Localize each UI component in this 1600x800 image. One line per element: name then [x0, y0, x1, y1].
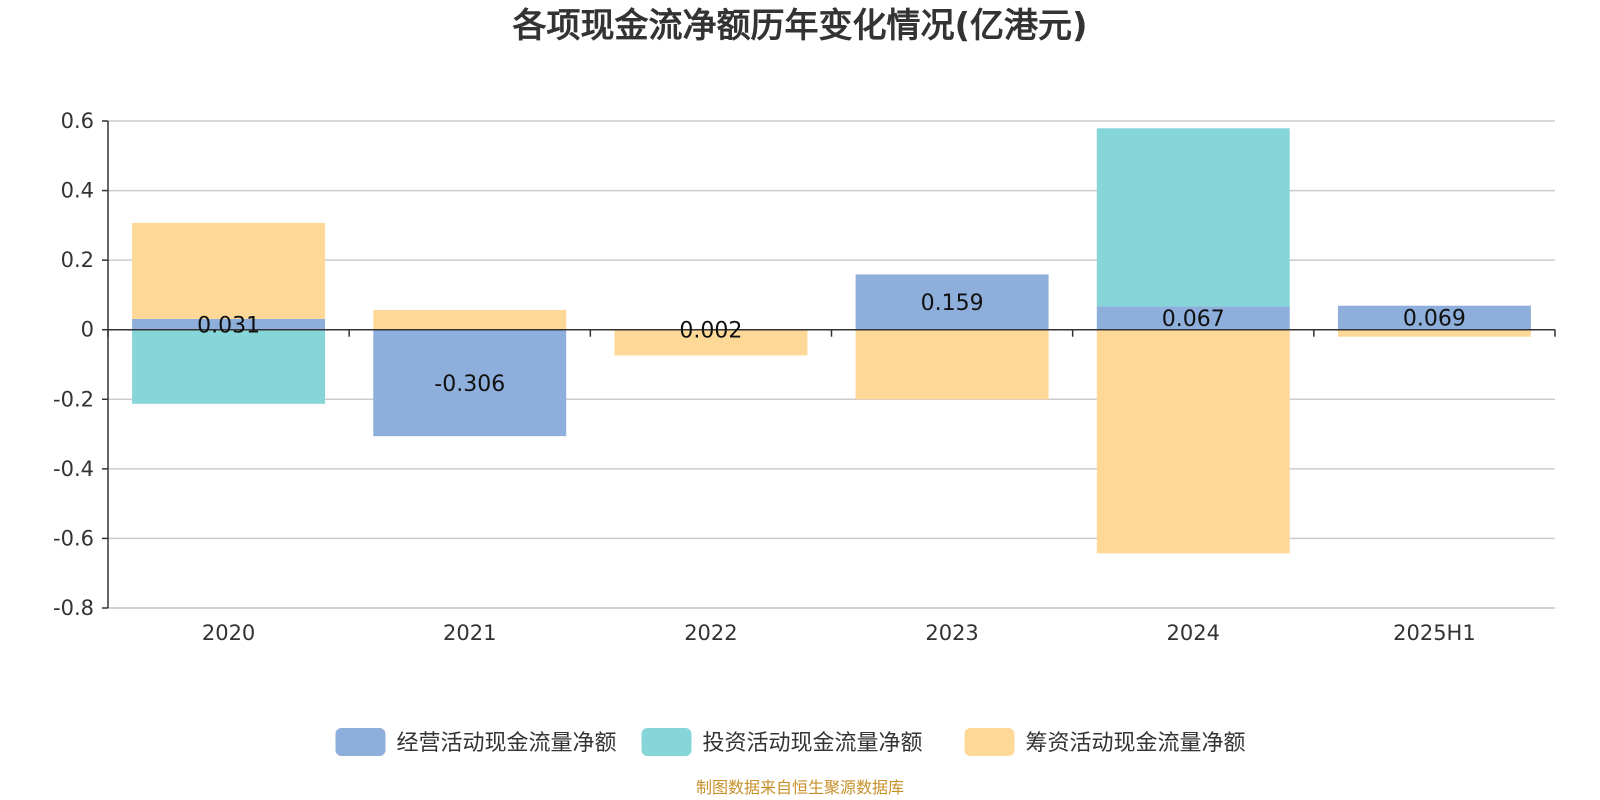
y-tick-label: 0.6 [61, 109, 94, 133]
data-label-2024: 0.067 [1162, 307, 1225, 332]
bar-series2-2023 [855, 329, 1049, 400]
bar-series0-2023 [855, 274, 1049, 330]
data-labels: 0.031 -0.306 0.002 0.159 0.067 0.069 [197, 291, 1466, 397]
data-label-2023: 0.159 [921, 291, 984, 316]
axes: 0.6 0.4 0.2 0 -0.2 -0.4 -0.6 -0.8 2020 2021 2022 20… [53, 109, 1556, 645]
legend-label: 投资活动现金流量净额 [703, 731, 923, 756]
y-tick-label: -0.4 [53, 457, 94, 481]
bar-series0-2020 [132, 318, 326, 330]
bar-series2-2020 [132, 222, 326, 319]
x-tick-label: 2025H1 [1393, 621, 1476, 645]
legend-swatch [641, 728, 692, 756]
x-tick-label: 2022 [684, 621, 737, 645]
legend-label: 经营活动现金流量净额 [397, 731, 617, 756]
x-tick-label: 2023 [925, 621, 978, 645]
legend-label: 筹资活动现金流量净额 [1026, 731, 1246, 756]
legend-swatch [964, 728, 1015, 756]
x-tick-label: 2021 [443, 621, 496, 645]
chart-title: 各项现金流净额历年变化情况(亿港元) [512, 6, 1087, 46]
data-label-2022: 0.002 [679, 318, 742, 343]
bar-series0-2025H1 [1337, 305, 1531, 330]
legend-item-2: 筹资活动现金流量净额 [964, 728, 1246, 756]
bar-series2-2024 [1096, 329, 1290, 554]
legend-item-1: 投资活动现金流量净额 [641, 728, 923, 756]
legend-swatch [335, 728, 386, 756]
data-label-2021: -0.306 [434, 372, 505, 397]
data-label-2025H1: 0.069 [1403, 307, 1466, 332]
y-tick-label: 0.4 [61, 179, 94, 203]
bar-series2-2022 [614, 329, 808, 356]
y-tick-label: 0.2 [61, 248, 94, 272]
bar-series1-2020 [132, 329, 326, 404]
y-tick-label: -0.2 [53, 387, 94, 411]
legend-item-0: 经营活动现金流量净额 [335, 728, 617, 756]
bar-series0-2021 [373, 329, 567, 437]
y-tick-label: 0 [81, 318, 94, 342]
y-tick-label: -0.6 [53, 526, 94, 550]
x-tick-label: 2024 [1167, 621, 1220, 645]
bar-series2-2025H1 [1337, 329, 1531, 337]
bar-series2-2021 [373, 309, 567, 330]
bar-series1-2024 [1096, 128, 1290, 307]
x-tick-label: 2020 [202, 621, 255, 645]
legend: 经营活动现金流量净额 投资活动现金流量净额 筹资活动现金流量净额 [335, 728, 1246, 756]
bars [132, 128, 1531, 554]
source-note: 制图数据来自恒生聚源数据库 [696, 778, 904, 797]
data-label-2020: 0.031 [197, 313, 260, 338]
y-tick-label: -0.8 [53, 596, 94, 620]
bar-series0-2024 [1096, 306, 1290, 330]
